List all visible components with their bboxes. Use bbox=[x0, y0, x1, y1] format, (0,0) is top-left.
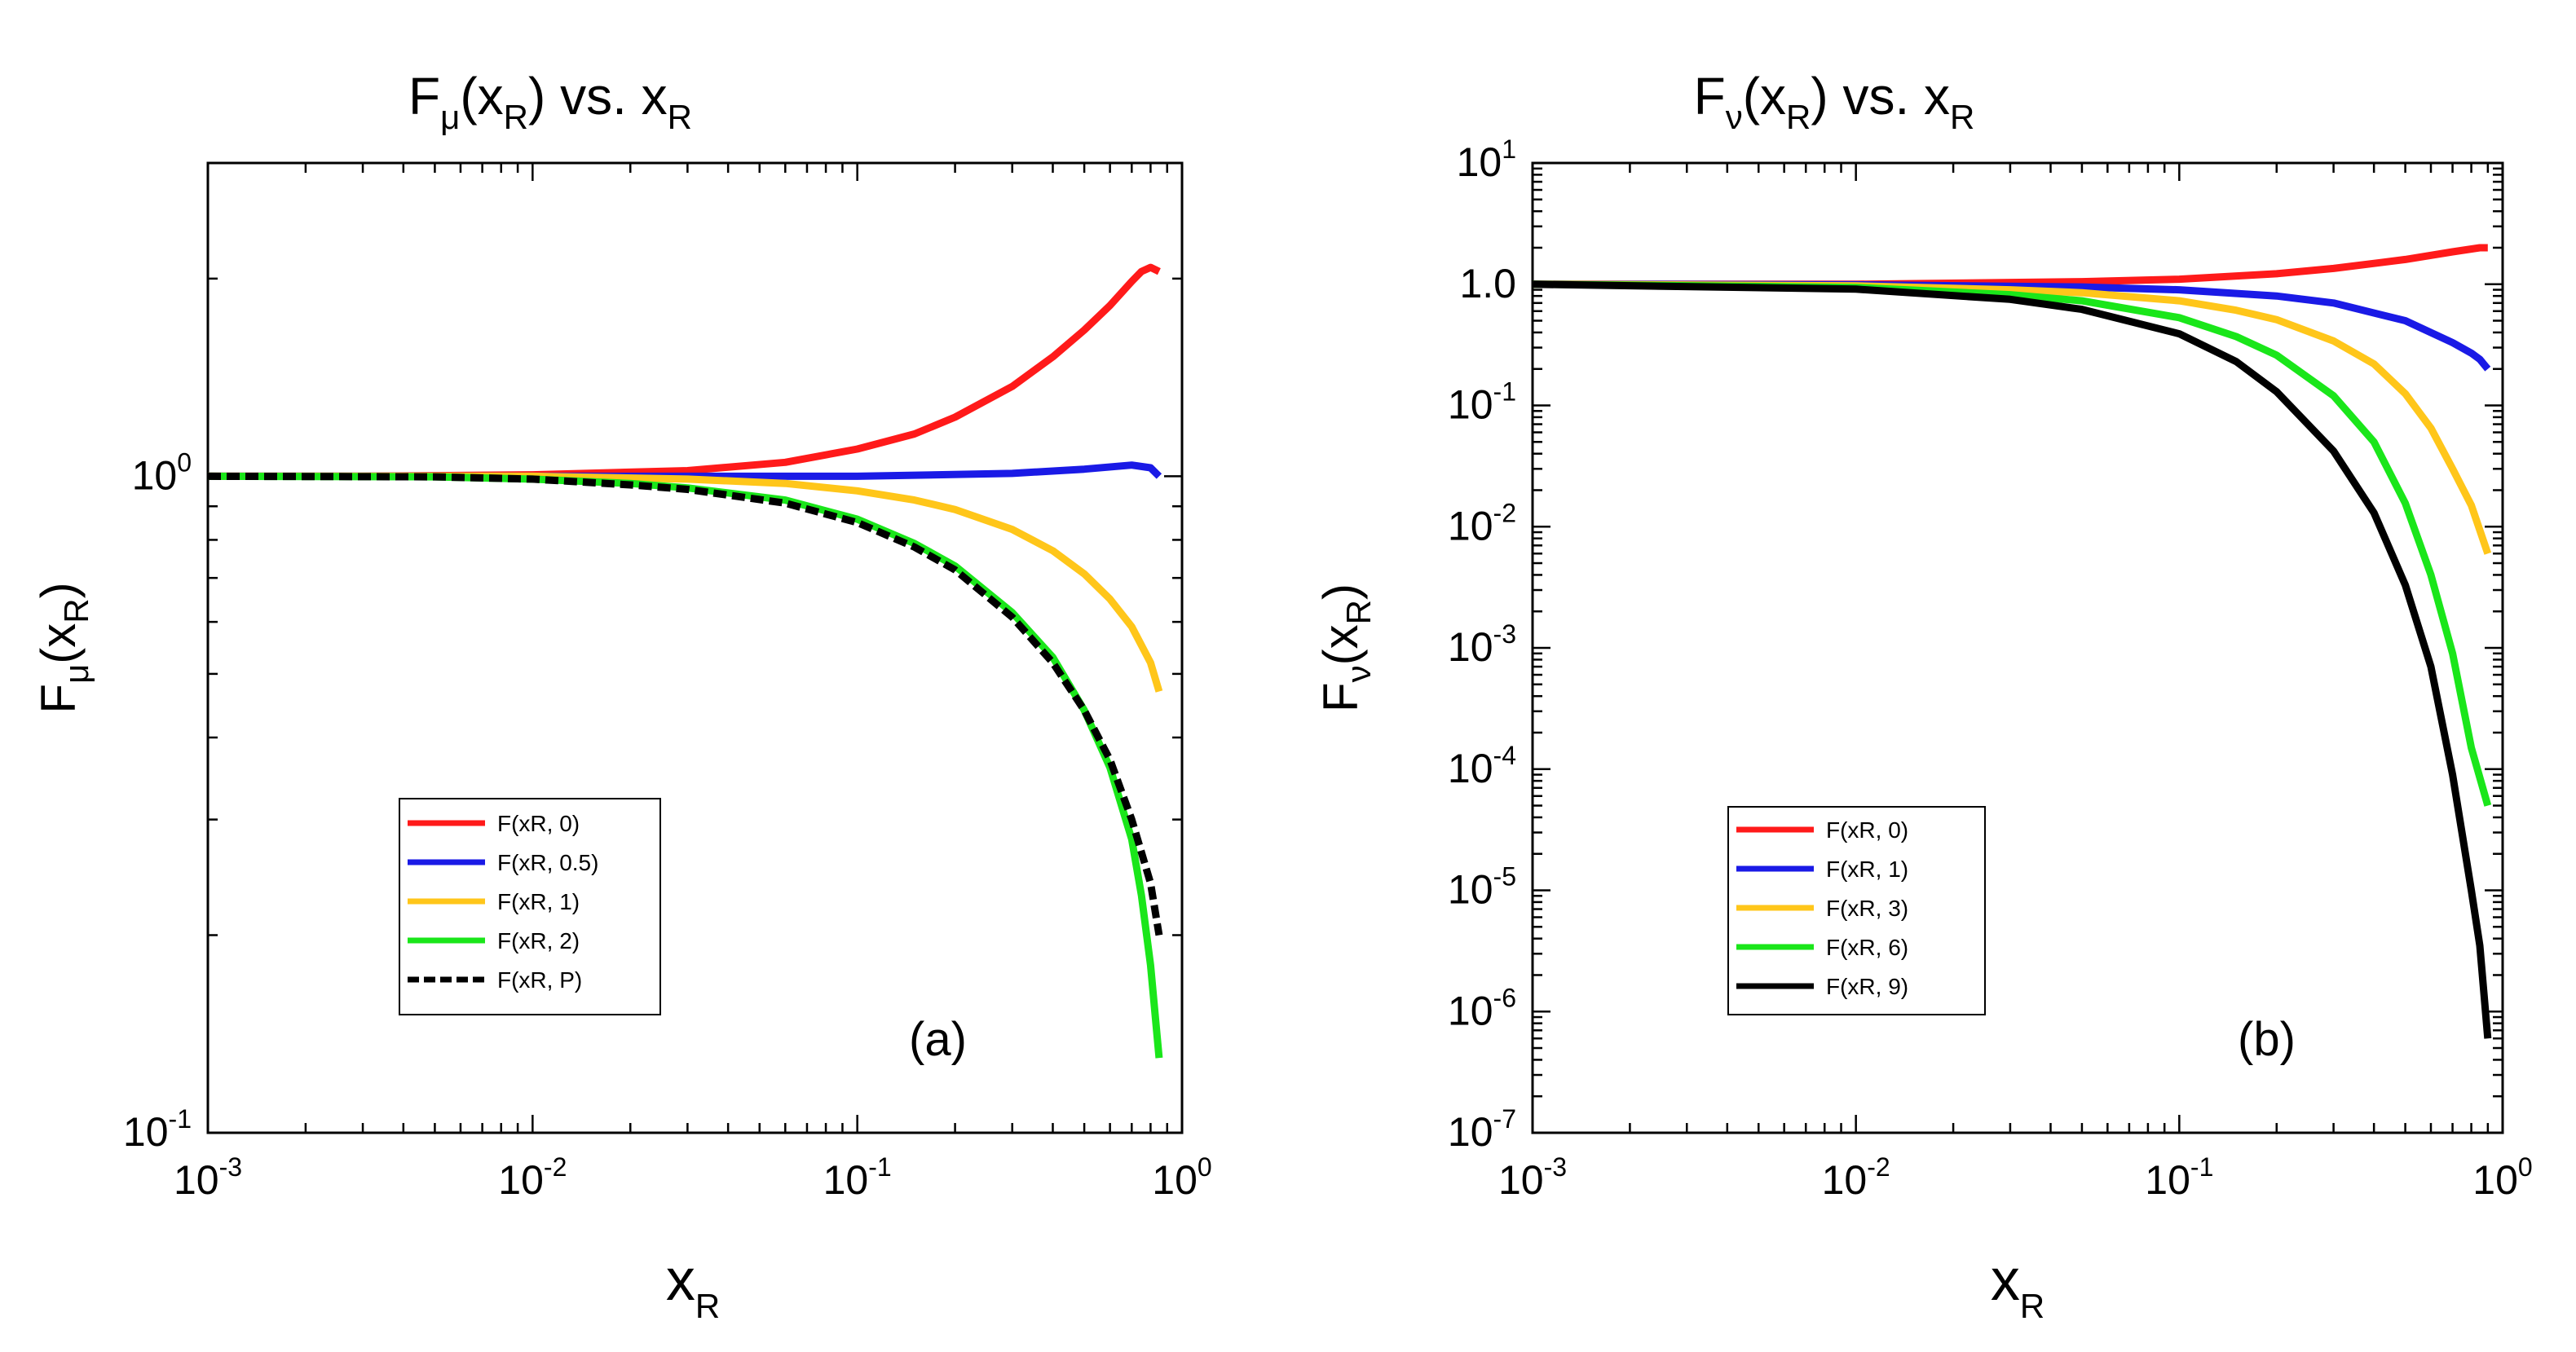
panel-a-label: (a) bbox=[909, 1013, 967, 1066]
panel-b-series-line bbox=[1532, 280, 2492, 807]
panel-a-legend-label: F(xR, P) bbox=[497, 967, 582, 993]
panel-a-x-tick-label: 10-1 bbox=[823, 1152, 892, 1203]
panel-b-series-line bbox=[1532, 280, 2492, 1039]
panel-a-legend: F(xR, 0) F(xR, 0.5) F(xR, 1) F(xR, 2) F(xR, … bbox=[399, 798, 661, 1015]
panel-a-series bbox=[207, 263, 1163, 1059]
panel-b-title: Fν(xR) vs. xR bbox=[1694, 67, 1975, 136]
panel-b-legend: F(xR, 0) F(xR, 1) F(xR, 3) F(xR, 6) F(xR, 9) bbox=[1727, 806, 1986, 1015]
panel-b-legend-label: F(xR, 6) bbox=[1826, 935, 1908, 960]
panel-a-title: Fμ(xR) vs. xR bbox=[408, 67, 692, 136]
panel-b-y-tick-label: 10-1 bbox=[1448, 377, 1516, 428]
panel-a-series-line bbox=[207, 472, 1163, 1059]
panel-b: Fν(xR) vs. xR 10-3 10-2 10-1 10010-710-610-… bbox=[1313, 67, 2533, 1325]
panel-a-legend-label: F(xR, 0) bbox=[497, 811, 580, 836]
panel-b-y-tick-label: 10-6 bbox=[1448, 983, 1516, 1033]
panel-a-series-line bbox=[208, 263, 1161, 480]
panel-b-y-tick-label: 10-7 bbox=[1448, 1104, 1516, 1155]
panel-a-legend-label: F(xR, 2) bbox=[497, 928, 580, 953]
panel-b-legend-label: F(xR, 0) bbox=[1826, 817, 1908, 843]
panel-b-x-tick-label: 100 bbox=[2472, 1152, 2532, 1203]
panel-b-label: (b) bbox=[2238, 1013, 2296, 1066]
panel-b-x-axis-label: xR bbox=[1991, 1248, 2044, 1325]
panel-b-series bbox=[1532, 244, 2492, 1039]
panel-a-y-tick-label: 100 bbox=[132, 447, 192, 498]
panel-b-y-tick-label: 10-4 bbox=[1448, 741, 1516, 791]
panel-a-plot-frame bbox=[206, 161, 1184, 1134]
panel-a-legend-label: F(xR, 1) bbox=[497, 889, 580, 914]
panel-a-ticks: 10-3 10-2 10-1 100 10-1 100 bbox=[123, 161, 1212, 1203]
panel-b-y-tick-label: 1.0 bbox=[1459, 261, 1516, 306]
panel-a-series-line bbox=[208, 472, 1163, 693]
panel-b-series-line bbox=[1532, 280, 2492, 555]
panel-a-series-line bbox=[207, 472, 1163, 936]
panel-b-series-line bbox=[1533, 244, 2488, 288]
panel-b-legend-label: F(xR, 9) bbox=[1826, 974, 1908, 999]
panel-b-y-tick-label: 101 bbox=[1457, 134, 1516, 185]
panel-a-x-tick-label: 100 bbox=[1152, 1152, 1211, 1203]
panel-a-x-tick-label: 10-2 bbox=[498, 1152, 567, 1203]
panel-a-x-axis-label: xR bbox=[666, 1248, 720, 1325]
panel-b-y-tick-label: 10-3 bbox=[1448, 619, 1516, 670]
panel-b-y-tick-label: 10-5 bbox=[1448, 862, 1516, 913]
panel-b-y-tick-label: 10-2 bbox=[1448, 498, 1516, 548]
panel-b-legend-label: F(xR, 1) bbox=[1826, 857, 1908, 882]
panel-a-y-axis-label: Fμ(xR) bbox=[31, 582, 95, 713]
panel-b-x-tick-label: 10-2 bbox=[1822, 1152, 1890, 1203]
panel-b-y-axis-label: Fν(xR) bbox=[1313, 584, 1378, 712]
panel-a-x-tick-label: 10-3 bbox=[174, 1152, 242, 1203]
panel-b-x-tick-label: 10-3 bbox=[1498, 1152, 1567, 1203]
panel-b-x-tick-label: 10-1 bbox=[2145, 1152, 2213, 1203]
panel-b-legend-label: F(xR, 3) bbox=[1826, 896, 1908, 921]
panel-a-legend-label: F(xR, 0.5) bbox=[497, 850, 598, 875]
panel-b-ticks: 10-3 10-2 10-1 100 10-7 10-6 10-5 10-4 10-3 10-2 1… bbox=[1448, 134, 2533, 1203]
panel-a-y-tick-label: 10-1 bbox=[123, 1104, 192, 1155]
